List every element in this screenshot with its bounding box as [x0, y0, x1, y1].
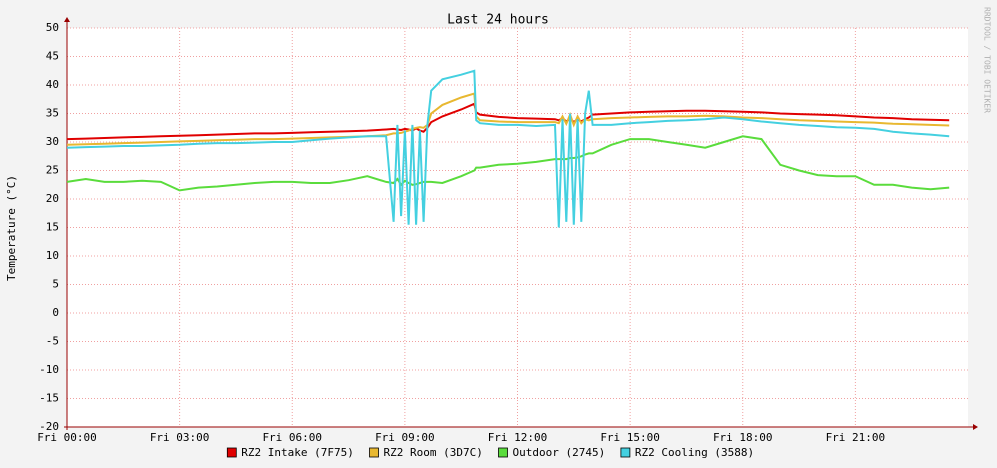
- y-tick-label: 15: [46, 221, 59, 234]
- x-tick-label: Fri 15:00: [600, 431, 660, 444]
- y-tick-label: 45: [46, 50, 59, 63]
- y-tick-label: -20: [39, 420, 59, 433]
- x-tick-label: Fri 12:00: [488, 431, 548, 444]
- x-tick-label: Fri 21:00: [826, 431, 886, 444]
- legend-label: RZ2 Room (3D7C): [384, 446, 483, 459]
- y-tick-label: 20: [46, 192, 59, 205]
- legend-swatch: [498, 447, 508, 458]
- y-tick-label: -10: [39, 363, 59, 376]
- y-tick-label: 30: [46, 135, 59, 148]
- y-tick-label: -15: [39, 392, 59, 405]
- series-line: [66, 135, 950, 192]
- y-tick-label: 35: [46, 107, 59, 120]
- series-line: [66, 69, 950, 228]
- x-tick-label: Fri 09:00: [375, 431, 435, 444]
- y-axis-label: Temperature (°C): [5, 175, 18, 281]
- legend-label: RZ2 Cooling (3588): [635, 446, 754, 459]
- watermark: RRDTOOL / TOBI OETIKER: [983, 7, 992, 113]
- y-tick-label: 25: [46, 164, 59, 177]
- series-line: [66, 92, 950, 146]
- legend-swatch: [226, 447, 237, 458]
- y-tick-label: -5: [46, 335, 59, 348]
- x-tick-label: Fri 18:00: [713, 431, 773, 444]
- y-tick-label: 5: [52, 278, 59, 291]
- legend-swatch: [620, 447, 631, 458]
- y-tick-label: 10: [46, 249, 59, 262]
- y-tick-label: 40: [46, 78, 59, 91]
- legend-label: Outdoor (2745): [513, 446, 606, 459]
- legend-swatch: [369, 447, 379, 458]
- axis-arrow: [64, 17, 70, 22]
- x-tick-label: Fri 06:00: [262, 431, 322, 444]
- legend-label: RZ2 Intake (7F75): [241, 446, 354, 459]
- axis-arrow: [973, 424, 978, 430]
- y-tick-label: 50: [46, 21, 59, 34]
- x-tick-label: Fri 03:00: [150, 431, 210, 444]
- y-tick-label: 0: [52, 306, 59, 319]
- chart-title: Last 24 hours: [447, 13, 549, 28]
- x-tick-label: Fri 00:00: [37, 431, 97, 444]
- series-line: [66, 102, 950, 141]
